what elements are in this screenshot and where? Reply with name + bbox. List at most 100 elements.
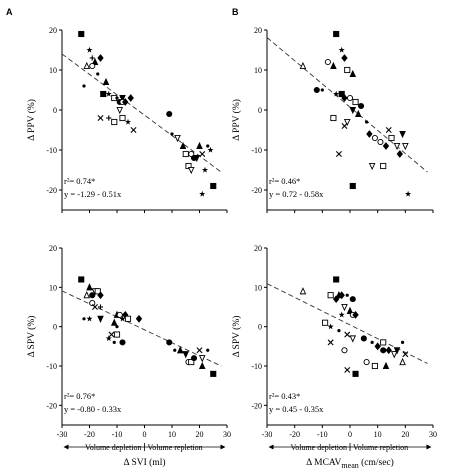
marker-x-stroke — [108, 331, 115, 338]
regression-line — [61, 290, 222, 367]
data-point — [105, 335, 112, 342]
x-axis-label-unit: (cm/sec) — [359, 457, 394, 468]
x-tick-label: -30 — [57, 430, 68, 439]
y-tick-label: 0 — [53, 106, 57, 115]
data-point — [327, 323, 334, 330]
r-squared-annotation: r²= 0.46* — [269, 176, 300, 186]
regression-equation: y = -0.80 - 0.33x — [64, 404, 122, 414]
data-point — [338, 90, 345, 98]
data-point — [380, 162, 387, 170]
data-point — [210, 370, 217, 377]
data-point — [115, 325, 119, 329]
data-point — [201, 166, 209, 173]
marker-open-circle — [89, 62, 96, 70]
data-point — [299, 61, 307, 70]
data-point — [333, 276, 340, 283]
data-point — [83, 61, 91, 70]
marker-open-down-triangle — [174, 134, 181, 143]
marker-star — [86, 315, 93, 322]
marker-open-triangle — [399, 357, 406, 366]
data-point — [97, 304, 104, 310]
marker-x — [335, 151, 342, 157]
marker-dot — [206, 144, 210, 148]
marker-x-stroke — [327, 339, 334, 346]
marker-filled-diamond — [135, 314, 143, 323]
arrow-right-head — [220, 444, 226, 450]
marker-filled-triangle — [86, 283, 93, 291]
data-point — [182, 150, 189, 158]
data-point — [206, 348, 210, 352]
data-point — [190, 355, 198, 362]
data-point — [396, 150, 403, 158]
data-point — [338, 46, 345, 53]
marker-open-down-triangle — [368, 162, 376, 171]
data-point — [365, 120, 369, 124]
marker-dot — [115, 96, 119, 100]
x-tick-label: 10 — [168, 430, 176, 439]
data-point — [119, 94, 126, 103]
data-point — [346, 306, 354, 314]
marker-dot — [370, 340, 374, 344]
marker-star — [86, 46, 93, 53]
marker-plus — [89, 55, 95, 61]
marker-open-circle — [371, 134, 378, 142]
data-point — [349, 106, 357, 115]
marker-filled-diamond — [341, 54, 348, 62]
marker-open-square — [322, 319, 329, 326]
data-point — [402, 351, 409, 358]
data-point — [341, 123, 348, 129]
data-point — [366, 130, 373, 138]
marker-open-square — [327, 292, 334, 299]
volume-repletion-label: Volume repletion — [148, 443, 203, 452]
x-tick-label: -10 — [112, 430, 123, 439]
marker-x-stroke — [335, 151, 342, 157]
y-tick-label: 0 — [53, 323, 57, 332]
data-point — [102, 77, 110, 86]
marker-star — [201, 166, 209, 173]
x-tick-label: -10 — [317, 430, 328, 439]
y-tick-label: -10 — [46, 146, 57, 155]
data-point — [368, 162, 376, 171]
marker-x-stroke — [402, 351, 409, 358]
marker-open-square — [188, 359, 195, 366]
marker-star — [105, 335, 112, 342]
data-point — [393, 142, 401, 151]
marker-filled-circle — [166, 339, 173, 346]
data-point — [352, 310, 359, 319]
marker-open-circle — [188, 150, 195, 158]
data-point — [210, 182, 217, 190]
data-point — [405, 190, 412, 197]
marker-filled-circle — [89, 292, 96, 299]
x-tick-label: 0 — [143, 430, 147, 439]
marker-filled-circle — [380, 347, 387, 354]
marker-filled-triangle — [176, 346, 184, 354]
marker-star — [207, 146, 214, 153]
data-point — [124, 118, 132, 125]
data-point — [338, 311, 345, 318]
data-point — [196, 347, 203, 354]
marker-x-stroke — [196, 347, 203, 354]
marker-open-square — [330, 114, 337, 122]
y-tick-label: 0 — [258, 323, 262, 332]
marker-star — [338, 46, 345, 53]
marker-open-square — [185, 162, 192, 170]
marker-filled-down-triangle — [119, 94, 126, 103]
y-tick-label: -10 — [251, 146, 262, 155]
data-point — [170, 132, 174, 136]
marker-x — [344, 366, 351, 373]
marker-filled-diamond — [374, 342, 381, 351]
y-tick-label: 20 — [49, 244, 57, 253]
y-axis-label: Δ PPV (%) — [26, 99, 37, 141]
y-axis-label: Δ PPV (%) — [231, 99, 242, 141]
data-point — [370, 340, 374, 344]
marker-x — [130, 127, 137, 133]
data-point — [207, 146, 214, 153]
marker-filled-down-triangle — [182, 351, 190, 359]
data-point — [341, 347, 348, 354]
data-point — [78, 30, 85, 38]
marker-filled-square — [100, 90, 107, 98]
data-point — [119, 339, 126, 346]
marker-x-stroke — [341, 123, 348, 129]
marker-x — [385, 127, 392, 133]
data-point — [374, 342, 381, 351]
